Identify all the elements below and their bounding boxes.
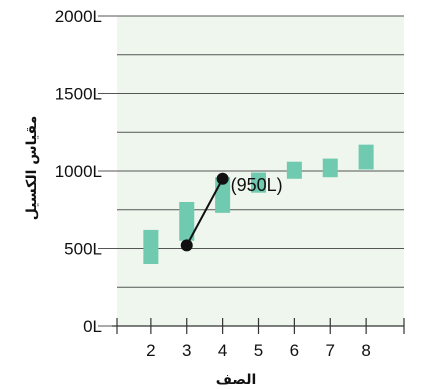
data-point (180, 239, 193, 252)
x-axis (112, 318, 405, 334)
range-bar (143, 229, 159, 264)
x-tick-label: 3 (182, 341, 191, 360)
y-tick-label: 1500L (55, 85, 102, 104)
x-tick-label: 4 (218, 341, 227, 360)
x-axis-title: الصف (216, 372, 257, 388)
y-tick-label: 2000L (55, 7, 102, 26)
line-series (180, 172, 229, 252)
range-bar (358, 144, 374, 170)
trend-line (185, 178, 224, 246)
x-tick-label: 7 (326, 341, 335, 360)
y-axis-title: مقياس الكسيل (24, 116, 40, 221)
data-point (216, 172, 229, 185)
x-tick-label: 8 (361, 341, 370, 360)
annotation-label: (950L) (231, 175, 283, 195)
range-bar (179, 202, 195, 241)
x-tick-labels: 2 3 4 5 6 7 8 (146, 341, 371, 360)
x-tick-label: 6 (290, 341, 299, 360)
x-tick-label: 2 (146, 341, 155, 360)
x-tick-label: 5 (254, 341, 263, 360)
y-tick-labels: 0L 500L 1000L 1500L 2000L (55, 7, 102, 336)
range-bar (251, 172, 266, 193)
range-bars (143, 144, 374, 264)
gridlines (98, 15, 404, 327)
range-bar (322, 158, 338, 178)
y-tick-label: 0L (83, 317, 102, 336)
y-tick-label: 500L (64, 240, 102, 259)
y-tick-label: 1000L (55, 162, 102, 181)
range-bar (286, 161, 302, 179)
